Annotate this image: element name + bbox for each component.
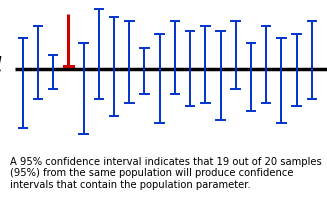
Text: A 95% confidence interval indicates that 19 out of 20 samples
(95%) from the sam: A 95% confidence interval indicates that… [10,157,321,190]
Text: $\mu$: $\mu$ [0,52,3,80]
